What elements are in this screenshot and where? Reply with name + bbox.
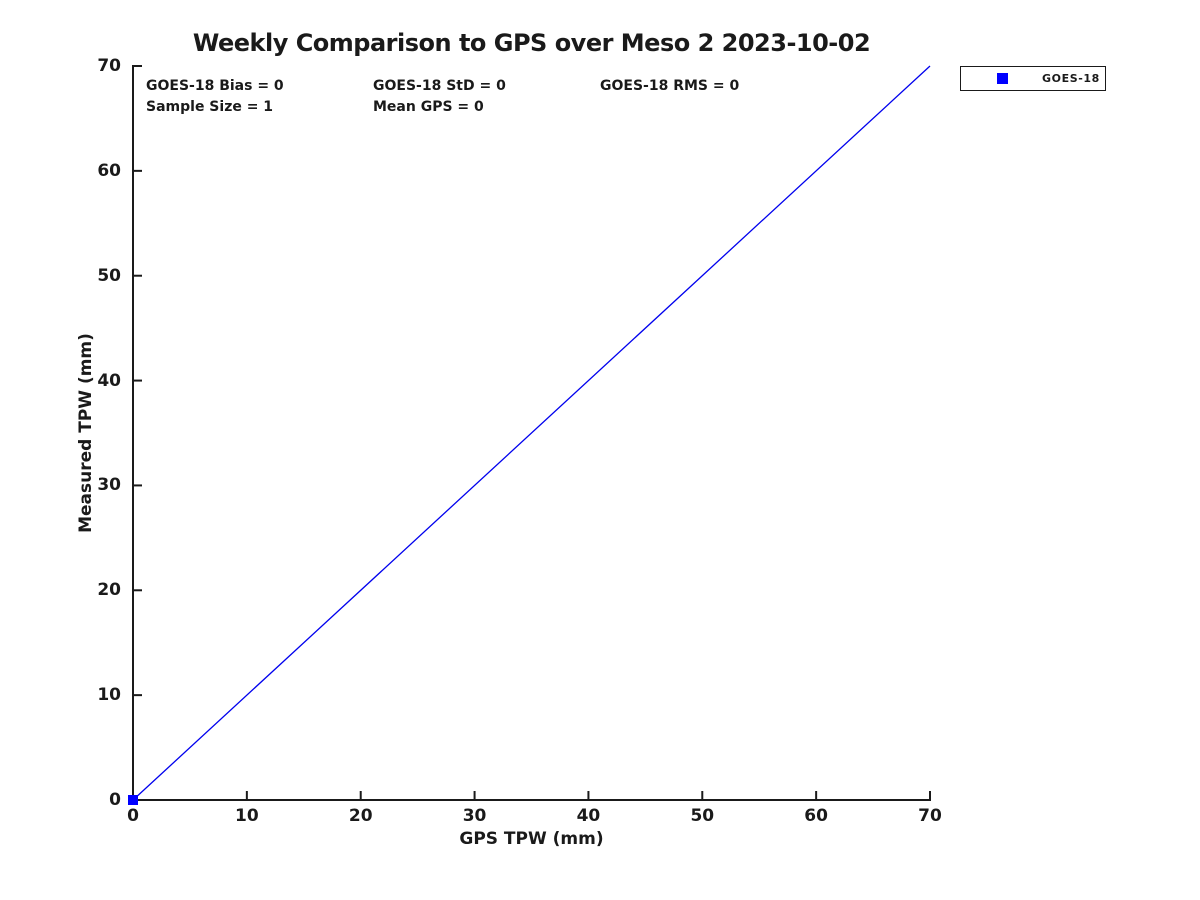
y-tick-label: 0	[109, 790, 121, 810]
y-tick-label: 30	[97, 475, 121, 496]
data-point-marker	[128, 795, 138, 805]
x-tick-label: 30	[462, 806, 487, 826]
stat-annotation: GOES-18 Bias = 0	[146, 78, 284, 94]
x-tick-label: 60	[804, 806, 828, 826]
y-tick-label: 60	[97, 160, 121, 181]
legend: GOES-18	[960, 66, 1106, 91]
legend-label: GOES-18	[1042, 72, 1100, 85]
identity-line	[132, 65, 931, 801]
y-tick-label: 10	[97, 685, 121, 706]
legend-marker-square-icon	[997, 73, 1008, 84]
x-tick-label: 40	[576, 806, 601, 826]
y-tick-label: 50	[97, 265, 121, 286]
x-tick-label: 20	[348, 806, 373, 826]
y-tick-label: 70	[97, 56, 121, 76]
y-tick-label: 20	[97, 580, 121, 601]
x-tick-label: 50	[690, 806, 715, 826]
chart-title: Weekly Comparison to GPS over Meso 2 202…	[192, 29, 871, 57]
x-tick-label: 70	[918, 806, 942, 826]
stat-annotation: GOES-18 RMS = 0	[600, 78, 740, 94]
stat-annotation: GOES-18 StD = 0	[373, 78, 506, 94]
stat-annotation: Sample Size = 1	[146, 99, 274, 115]
x-tick-label: 0	[127, 806, 139, 826]
x-axis-label: GPS TPW (mm)	[459, 829, 604, 849]
x-tick-label: 10	[235, 806, 259, 826]
stat-annotation: Mean GPS = 0	[373, 99, 484, 115]
y-tick-label: 40	[97, 370, 121, 391]
y-axis-label: Measured TPW (mm)	[76, 333, 96, 533]
